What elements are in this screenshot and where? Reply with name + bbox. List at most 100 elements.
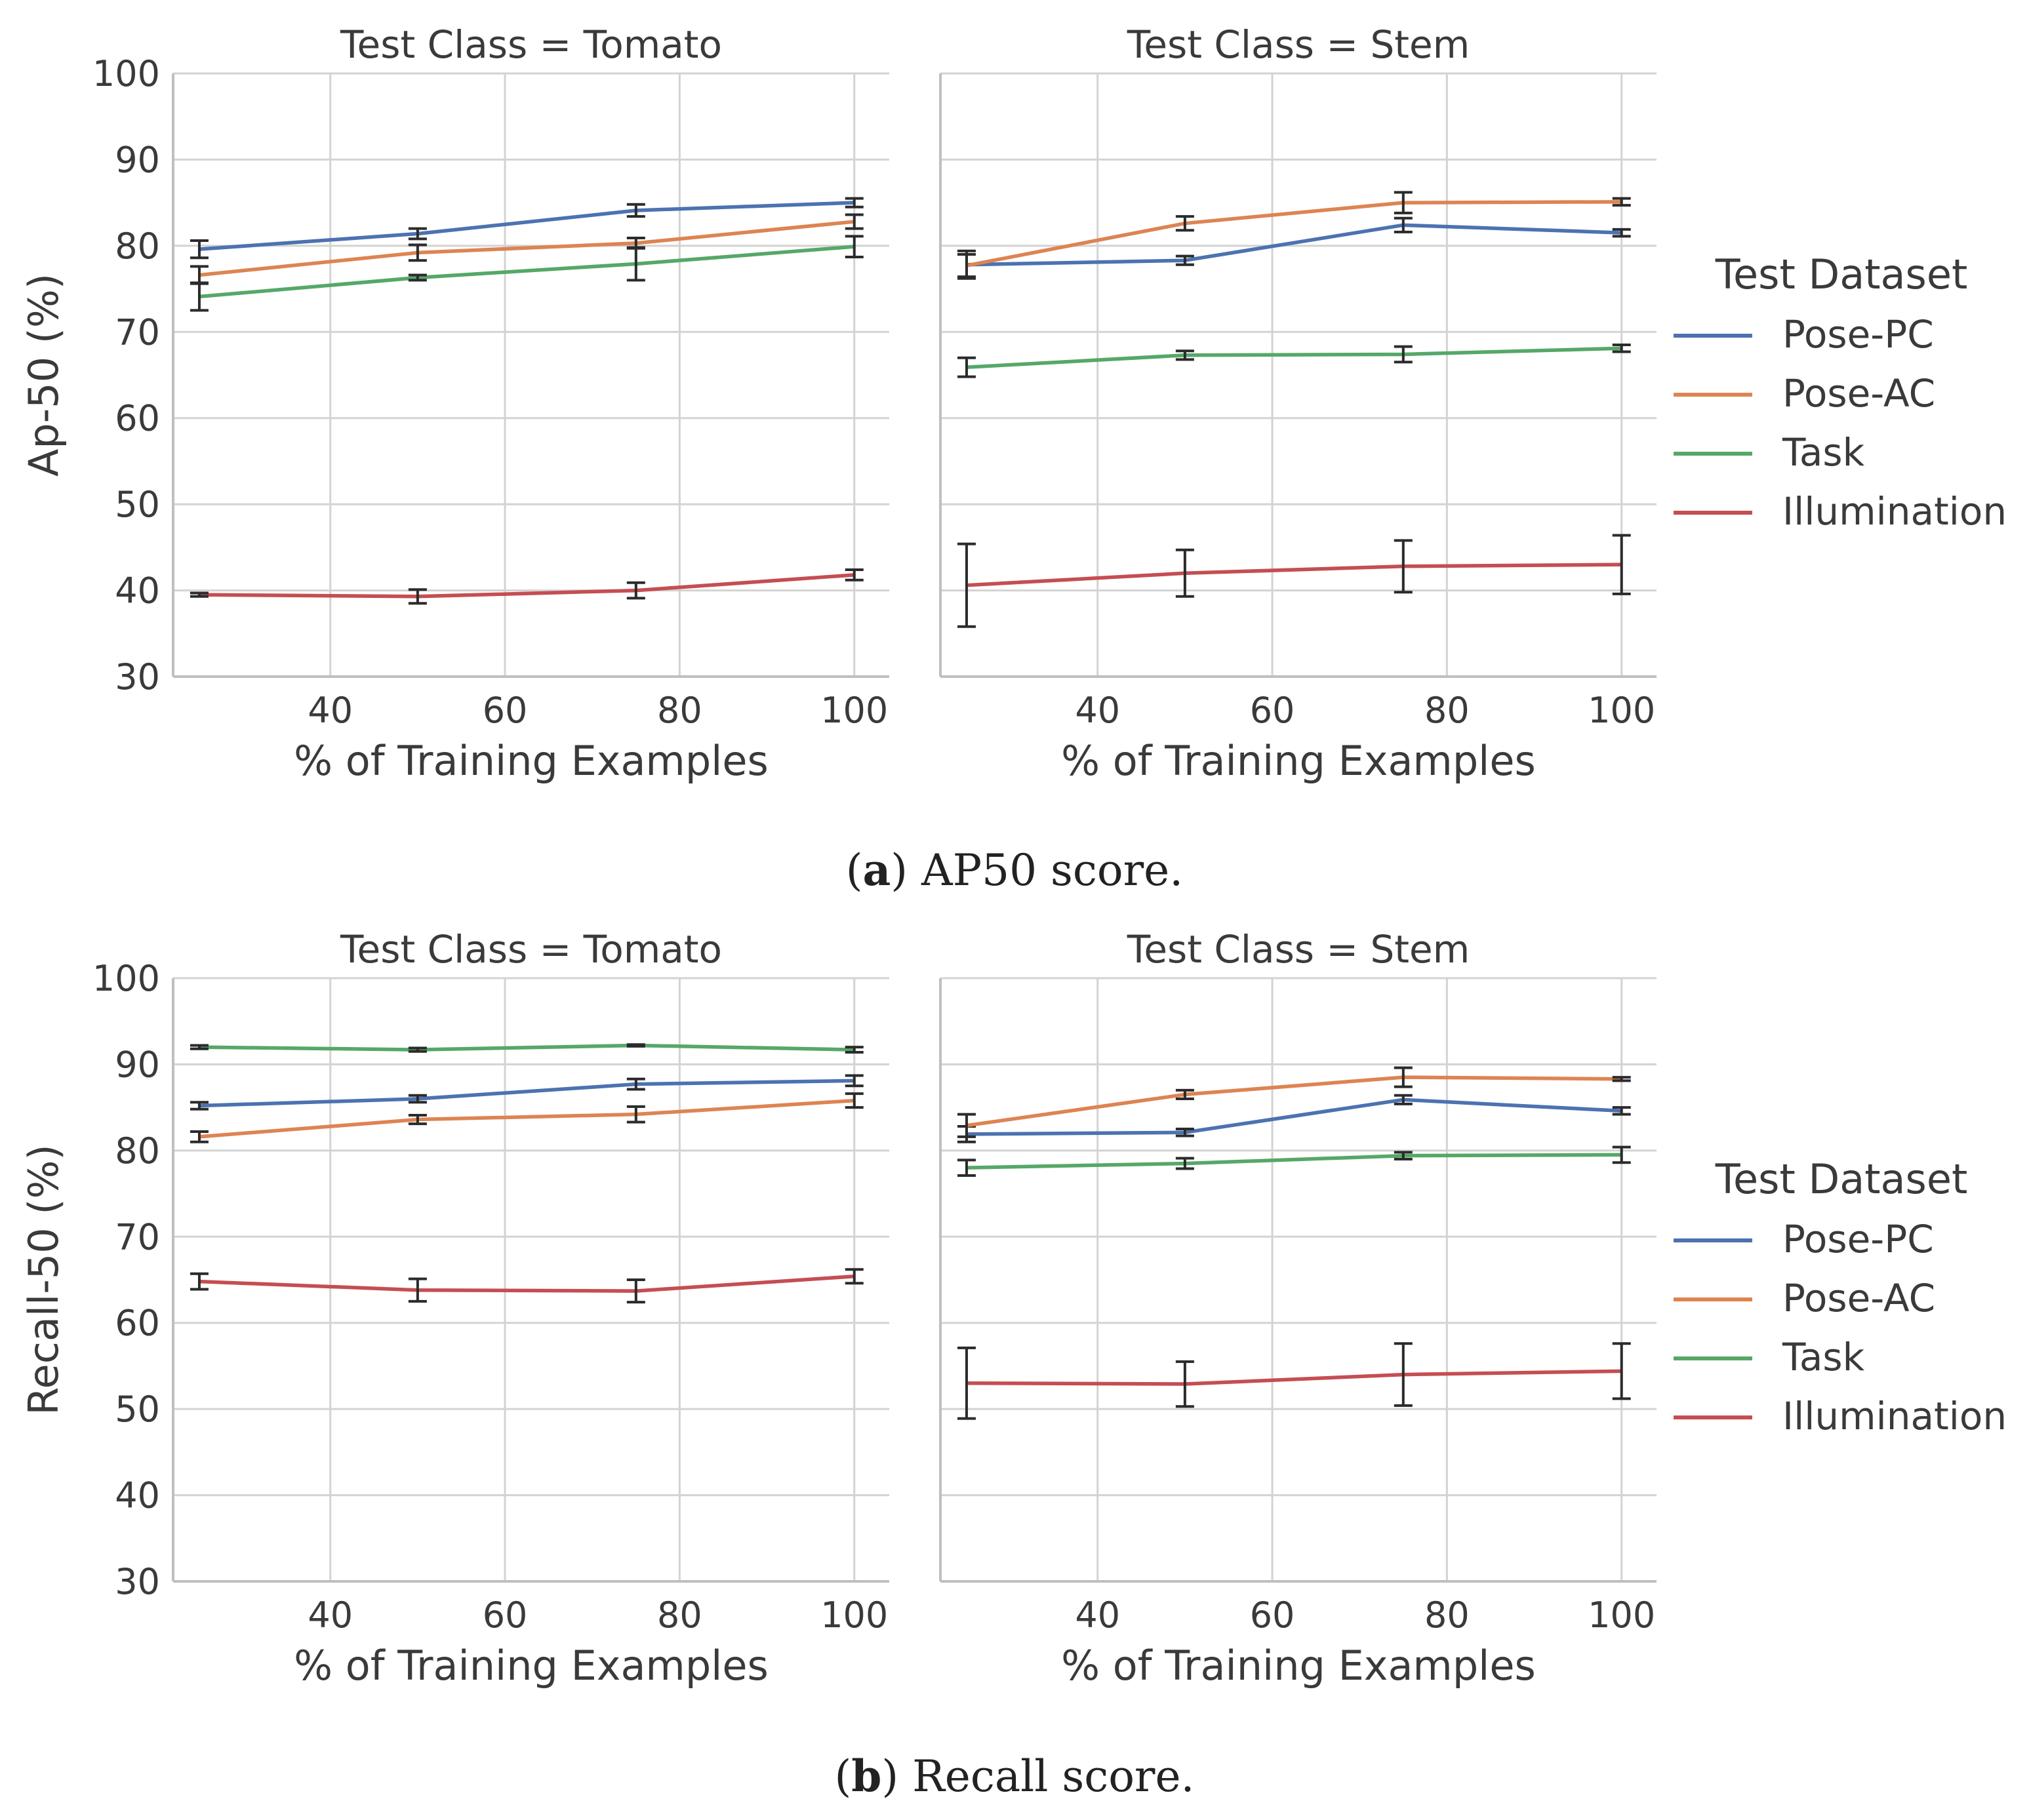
y-axis-label: Ap-50 (%) bbox=[20, 273, 68, 477]
legend-entry-task: Task bbox=[1674, 1335, 1865, 1379]
error-bar-pose-ac-100 bbox=[1612, 197, 1631, 207]
error-bar-pose-pc-50 bbox=[408, 227, 427, 241]
error-bar-pose-pc-75 bbox=[626, 1077, 645, 1091]
error-bar-illumination-25 bbox=[957, 542, 976, 628]
x-tick-label-100: 100 bbox=[820, 690, 888, 731]
panel-title: Test Class = Tomato bbox=[340, 22, 722, 67]
x-tick-label-100: 100 bbox=[820, 1594, 888, 1636]
error-bar-illumination-100 bbox=[845, 1268, 864, 1285]
error-bar-pose-ac-50 bbox=[408, 1113, 427, 1126]
error-bar-pose-ac-75 bbox=[1394, 1066, 1413, 1088]
x-tick-label-80: 80 bbox=[657, 690, 702, 731]
y-tick-label-100: 100 bbox=[92, 53, 160, 94]
x-axis-label: % of Training Examples bbox=[294, 737, 769, 785]
x-tick-label-100: 100 bbox=[1588, 690, 1655, 731]
y-tick-label-50: 50 bbox=[115, 484, 160, 525]
series-line-illumination bbox=[199, 573, 854, 599]
series-line-pose-pc bbox=[966, 1098, 1622, 1136]
error-bar-illumination-100 bbox=[845, 568, 864, 582]
error-bar-task-75 bbox=[1394, 1151, 1413, 1160]
legend-entry-pose-pc: Pose-PC bbox=[1674, 1217, 1934, 1261]
caption-label: b bbox=[851, 1751, 881, 1802]
captions: (a) AP50 score.(b) Recall score. bbox=[834, 844, 1194, 1802]
error-bar-illumination-100 bbox=[1612, 534, 1631, 595]
series-illumination bbox=[957, 1342, 1631, 1420]
y-tick-label-70: 70 bbox=[115, 1216, 160, 1257]
y-tick-label-90: 90 bbox=[115, 139, 160, 180]
series-pose-ac bbox=[957, 191, 1631, 279]
series-line-task bbox=[966, 346, 1622, 369]
x-tick-label-40: 40 bbox=[308, 1594, 353, 1636]
legend-entry-illumination: Illumination bbox=[1674, 489, 2007, 534]
legend-a: Test Dataset Pose-PC Pose-AC Task Illuminati… bbox=[1674, 250, 2007, 534]
error-bar-pose-ac-100 bbox=[1612, 1076, 1631, 1082]
legend-entry-pose-ac: Pose-AC bbox=[1674, 371, 1935, 416]
series-task bbox=[190, 235, 864, 312]
series-line-task bbox=[966, 1153, 1622, 1170]
error-bar-pose-ac-25 bbox=[190, 1130, 209, 1143]
series-pose-ac bbox=[957, 1066, 1631, 1138]
x-axis-label: % of Training Examples bbox=[294, 1642, 769, 1690]
panel-title: Test Class = Tomato bbox=[340, 927, 722, 972]
legend-label-pose-ac: Pose-AC bbox=[1782, 1276, 1935, 1320]
x-tick-label-60: 60 bbox=[1250, 690, 1295, 731]
error-bar-task-25 bbox=[190, 1044, 209, 1050]
error-bar-illumination-25 bbox=[190, 591, 209, 598]
error-bar-illumination-50 bbox=[408, 1277, 427, 1303]
error-bar-pose-ac-50 bbox=[408, 243, 427, 262]
error-bar-illumination-50 bbox=[1175, 1360, 1194, 1408]
caption-close-paren: ) bbox=[881, 1751, 898, 1802]
x-axis-label: % of Training Examples bbox=[1061, 737, 1536, 785]
error-bar-pose-pc-75 bbox=[1394, 1094, 1413, 1105]
error-bar-task-75 bbox=[626, 1043, 645, 1048]
y-tick-label-50: 50 bbox=[115, 1389, 160, 1430]
series-line-pose-ac bbox=[199, 220, 855, 277]
y-tick-label-30: 30 bbox=[115, 1561, 160, 1602]
series-pose-pc bbox=[190, 1074, 864, 1111]
legends: Test Dataset Pose-PC Pose-AC Task Illuminati… bbox=[1674, 250, 2007, 1438]
series-line-illumination bbox=[199, 1274, 854, 1293]
x-tick-label-80: 80 bbox=[1424, 1594, 1470, 1636]
legend-label-illumination: Illumination bbox=[1782, 1394, 2007, 1438]
chart-panel-b-test-class-tomato: 30 40 50 60 70 80 90 100 40 60 80 100 Test Class = T… bbox=[20, 927, 889, 1690]
series-line-pose-pc bbox=[199, 1078, 854, 1108]
error-bar-task-50 bbox=[408, 1046, 427, 1053]
legend-label-pose-pc: Pose-PC bbox=[1782, 1217, 1934, 1261]
series-pose-pc bbox=[957, 1094, 1631, 1143]
error-bar-illumination-75 bbox=[1394, 539, 1413, 594]
x-tick-label-40: 40 bbox=[308, 690, 353, 731]
error-bar-task-75 bbox=[626, 246, 645, 282]
error-bar-pose-pc-100 bbox=[1612, 227, 1631, 238]
y-tick-label-60: 60 bbox=[115, 1303, 160, 1344]
legend-label-pose-ac: Pose-AC bbox=[1782, 371, 1935, 416]
error-bar-pose-pc-75 bbox=[626, 203, 645, 218]
series-task bbox=[957, 344, 1631, 378]
chart-panel-a-test-class-stem: 40 60 80 100 Test Class = Stem % of Training … bbox=[939, 22, 1657, 785]
caption-text: Recall score. bbox=[898, 1751, 1194, 1802]
error-bar-pose-pc-100 bbox=[845, 197, 864, 208]
y-tick-label-90: 90 bbox=[115, 1044, 160, 1085]
caption-open-paren: ( bbox=[834, 1751, 851, 1802]
y-tick-label-80: 80 bbox=[115, 226, 160, 267]
panel-title: Test Class = Stem bbox=[1127, 927, 1470, 972]
error-bar-task-100 bbox=[845, 235, 864, 258]
legend-label-task: Task bbox=[1782, 1335, 1865, 1379]
series-line-pose-ac bbox=[199, 1098, 854, 1139]
caption-label: a bbox=[863, 844, 891, 896]
error-bar-pose-ac-75 bbox=[626, 1105, 645, 1124]
error-bar-pose-pc-50 bbox=[1175, 254, 1194, 266]
error-bar-task-25 bbox=[957, 356, 976, 378]
error-bar-task-50 bbox=[1175, 1157, 1194, 1170]
error-bar-pose-pc-25 bbox=[190, 239, 209, 260]
error-bar-pose-pc-50 bbox=[408, 1094, 427, 1104]
error-bar-pose-ac-100 bbox=[845, 213, 864, 230]
series-line-illumination bbox=[966, 1369, 1622, 1386]
error-bar-illumination-75 bbox=[1394, 1342, 1413, 1407]
legend-title: Test Dataset bbox=[1715, 250, 1968, 298]
error-bar-pose-pc-100 bbox=[845, 1074, 864, 1088]
series-illumination bbox=[190, 568, 864, 605]
error-bar-pose-pc-25 bbox=[190, 1101, 209, 1111]
x-axis-label: % of Training Examples bbox=[1061, 1642, 1536, 1690]
series-line-pose-ac bbox=[966, 1075, 1622, 1128]
